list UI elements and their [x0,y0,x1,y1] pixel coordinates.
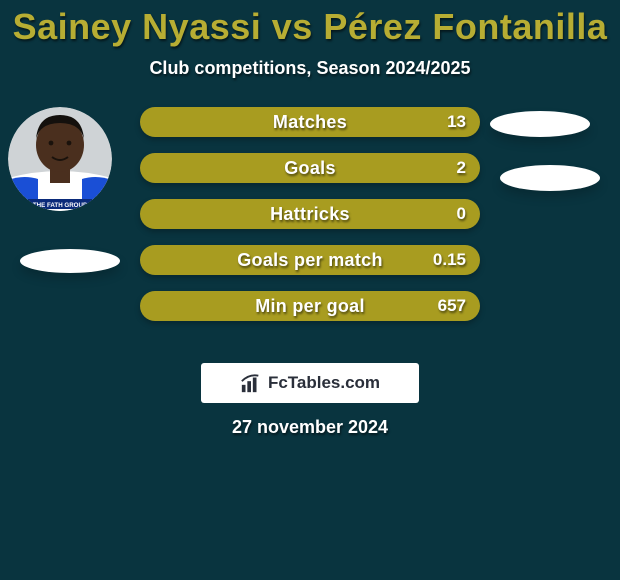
stat-value: 13 [447,112,466,132]
stat-label: Goals per match [237,250,383,271]
stat-label: Goals [284,158,336,179]
stat-bar-hattricks: Hattricks 0 [140,199,480,229]
stat-bar-goals: Goals 2 [140,153,480,183]
player-left-avatar: THE FATH GROUP [8,107,112,211]
stat-value: 0 [457,204,466,224]
stat-label: Hattricks [270,204,350,225]
subtitle: Club competitions, Season 2024/2025 [0,58,620,79]
brand-text: FcTables.com [268,373,380,393]
stat-label: Min per goal [255,296,365,317]
date-text: 27 november 2024 [0,417,620,438]
stat-bar-min-per-goal: Min per goal 657 [140,291,480,321]
decor-oval-right-1 [490,111,590,137]
page-title: Sainey Nyassi vs Pérez Fontanilla [0,0,620,48]
stat-value: 2 [457,158,466,178]
bars-icon [240,372,262,394]
stat-label: Matches [273,112,347,133]
decor-oval-left [20,249,120,273]
stat-bar-matches: Matches 13 [140,107,480,137]
comparison-card: Sainey Nyassi vs Pérez Fontanilla Club c… [0,0,620,438]
brand-box: FcTables.com [201,363,419,403]
stat-bars: Matches 13 Goals 2 Hattricks 0 Goals per… [140,107,480,337]
decor-oval-right-2 [500,165,600,191]
svg-text:THE FATH GROUP: THE FATH GROUP [33,202,87,209]
player-left-avatar-svg: THE FATH GROUP [8,107,112,211]
stat-value: 657 [438,296,466,316]
stats-area: THE FATH GROUP Matches 1 [0,107,620,347]
stat-value: 0.15 [433,250,466,270]
stat-bar-goals-per-match: Goals per match 0.15 [140,245,480,275]
